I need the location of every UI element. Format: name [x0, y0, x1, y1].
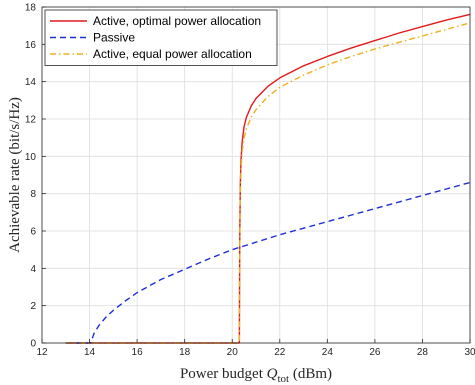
x-tick-label: 14	[84, 347, 96, 358]
series-line-3	[65, 22, 471, 344]
series-line-2	[65, 181, 471, 344]
x-tick-label: 18	[179, 347, 191, 358]
x-tick-label: 30	[464, 347, 475, 358]
x-axis-label: Power budget Qtot (dBm)	[180, 366, 332, 385]
plot-lines	[65, 13, 471, 344]
y-tick-label: 6	[30, 227, 36, 238]
legend-label-2: Passive	[93, 31, 135, 45]
y-tick-label: 8	[30, 189, 36, 200]
x-axis-label-subscript: tot	[277, 373, 289, 385]
legend-label-3: Active, equal power allocation	[93, 47, 252, 61]
x-axis-label-suffix: (dBm)	[289, 366, 332, 382]
x-tick-label: 16	[132, 347, 144, 358]
x-axis-label-symbol: Q	[267, 366, 278, 382]
y-tick-label: 16	[25, 40, 37, 51]
axes-box	[41, 6, 471, 344]
y-axis-label: Achievable rate (bit/s/Hz)	[7, 97, 23, 253]
legend: Active, optimal power allocation Passive A…	[44, 9, 278, 66]
y-tick-label: 4	[30, 264, 36, 275]
x-tick-label: 24	[322, 347, 334, 358]
y-tick-label: 0	[30, 339, 36, 350]
ticks	[41, 6, 471, 344]
y-tick-label: 14	[25, 77, 37, 88]
legend-label-1: Active, optimal power allocation	[93, 14, 261, 28]
x-tick-label: 20	[227, 347, 239, 358]
x-tick-label: 26	[369, 347, 381, 358]
y-tick-label: 2	[30, 301, 36, 312]
legend-items: Active, optimal power allocation Passive A…	[50, 14, 261, 61]
x-tick-label: 22	[274, 347, 286, 358]
x-axis-label-prefix: Power budget	[180, 366, 267, 382]
y-tick-label: 18	[25, 3, 37, 14]
x-tick-label: 28	[417, 347, 429, 358]
x-tick-label: 12	[36, 347, 48, 358]
y-tick-label: 10	[25, 152, 37, 163]
y-tick-label: 12	[25, 115, 37, 126]
